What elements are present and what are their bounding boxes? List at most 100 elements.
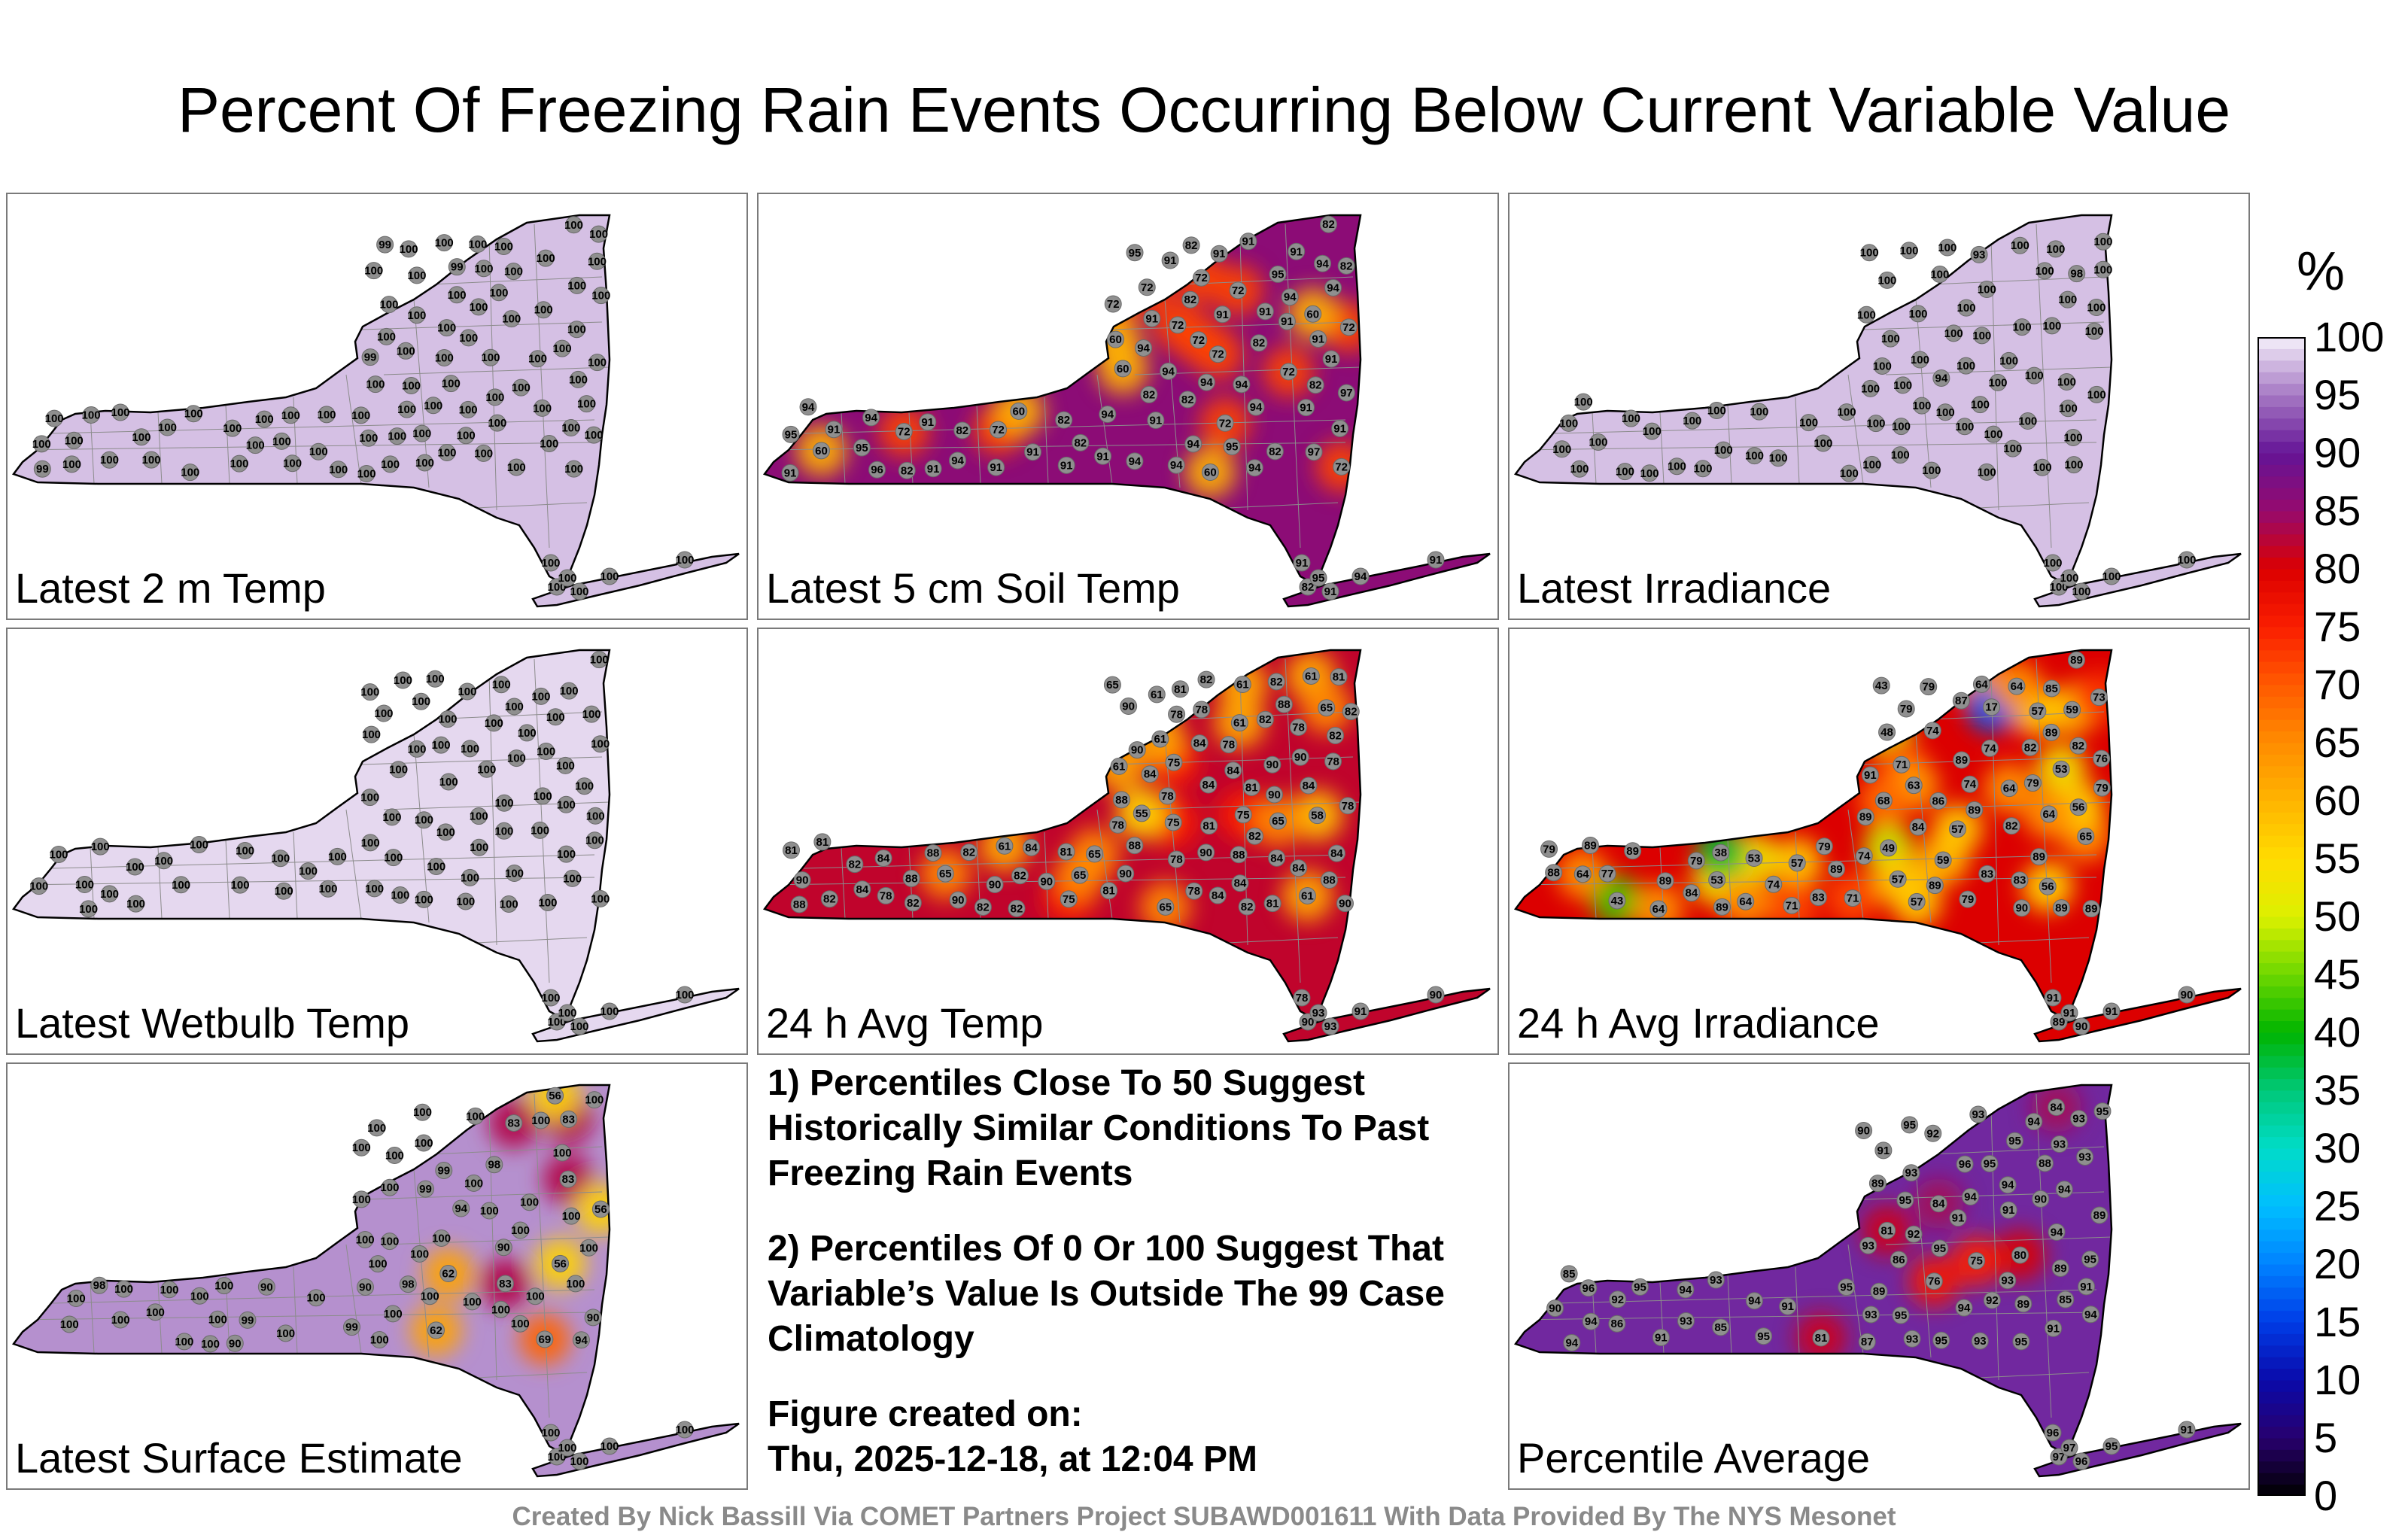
station-marker (600, 567, 619, 585)
station-value-label: 64 (2003, 783, 2016, 795)
station-marker (1147, 412, 1165, 430)
station-value-label: 100 (1881, 333, 1900, 345)
station-marker (1812, 1329, 1830, 1347)
station-value-label: 100 (468, 238, 487, 251)
station-marker (397, 342, 415, 360)
station-marker (1008, 899, 1026, 917)
station-marker (919, 413, 937, 431)
station-marker (299, 862, 318, 880)
station-marker (490, 284, 508, 302)
station-value-label: 57 (1911, 895, 1923, 908)
station-marker (370, 1331, 388, 1349)
station-value-label: 89 (1871, 1178, 1884, 1190)
station-marker (318, 406, 336, 424)
station-marker (568, 276, 586, 294)
station-value-label: 100 (477, 763, 496, 776)
station-marker (1342, 703, 1360, 721)
station-value-label: 43 (1611, 895, 1624, 907)
station-value-label: 100 (590, 654, 609, 667)
station-marker (1220, 736, 1238, 754)
station-marker (936, 865, 954, 883)
colorbar-segment (2258, 1333, 2306, 1346)
station-value-label: 60 (1306, 308, 1319, 321)
station-value-label: 90 (497, 1242, 510, 1254)
station-value-label: 100 (126, 861, 144, 874)
station-value-label: 100 (415, 893, 433, 906)
station-value-label: 100 (1860, 247, 1879, 260)
station-value-label: 93 (1973, 248, 1986, 261)
station-marker (467, 1107, 485, 1125)
station-marker (534, 301, 552, 319)
station-value-label: 72 (1219, 417, 1232, 430)
station-marker (2048, 1223, 2066, 1241)
station-marker (45, 409, 63, 427)
station-value-label: 100 (2013, 321, 2032, 334)
station-marker (1874, 1141, 1893, 1160)
station-value-label: 100 (382, 811, 401, 824)
station-marker (600, 1437, 619, 1455)
station-value-label: 81 (1815, 1332, 1828, 1345)
station-marker (435, 348, 453, 366)
county-line (1111, 321, 1354, 330)
station-marker (1920, 678, 1938, 696)
station-marker (1652, 1329, 1670, 1347)
station-value-label: 95 (1895, 1309, 1908, 1322)
station-value-label: 96 (1583, 1282, 1595, 1295)
station-marker (877, 886, 895, 904)
station-value-label: 100 (557, 848, 576, 861)
station-marker (1100, 882, 1118, 900)
station-marker (457, 427, 475, 445)
colorbar-segment (2258, 870, 2306, 883)
station-value-label: 94 (1129, 455, 1142, 468)
station-marker (564, 216, 582, 234)
station-marker (360, 429, 378, 447)
station-value-label: 83 (1981, 868, 1993, 880)
station-marker (528, 350, 546, 368)
station-value-label: 100 (114, 1283, 133, 1296)
station-marker (415, 1134, 433, 1152)
station-value-label: 100 (100, 888, 119, 901)
county-line (1285, 658, 1301, 983)
colorbar-segment (2258, 1473, 2306, 1485)
station-marker (208, 1310, 227, 1328)
station-value-label: 100 (2042, 320, 2061, 333)
station-value-label: 100 (208, 1313, 227, 1326)
station-value-label: 77 (1601, 868, 1614, 880)
station-marker (1298, 886, 1316, 904)
station-value-label: 84 (2050, 1102, 2063, 1114)
station-value-label: 91 (1213, 248, 1226, 260)
station-value-label: 100 (494, 241, 513, 254)
station-marker (521, 1193, 539, 1211)
station-value-label: 82 (1345, 706, 1358, 719)
station-marker (505, 1114, 523, 1132)
county-line (345, 374, 362, 485)
station-value-label: 100 (1912, 400, 1931, 412)
station-value-label: 100 (2102, 570, 2121, 583)
station-value-label: 61 (1151, 688, 1163, 701)
station-marker (1309, 330, 1327, 348)
station-marker (1245, 459, 1263, 477)
panel-label: Latest Irradiance (1517, 564, 1832, 612)
station-marker (1582, 1312, 1600, 1330)
station-marker (1181, 290, 1199, 309)
station-value-label: 81 (1333, 671, 1345, 684)
station-marker (184, 405, 202, 423)
station-marker (1169, 316, 1187, 334)
station-value-label: 100 (328, 850, 347, 863)
station-value-label: 100 (675, 1424, 694, 1436)
station-value-label: 78 (1222, 739, 1235, 752)
station-value-label: 91 (2002, 1204, 2015, 1217)
station-marker (953, 421, 971, 439)
colorbar-tick-label: 60 (2314, 777, 2361, 824)
station-marker (1978, 463, 1996, 481)
station-marker (1902, 1164, 1920, 1182)
station-marker (352, 1138, 370, 1157)
colorbar-segment (2258, 372, 2306, 385)
station-marker (1234, 806, 1252, 824)
station-value-label: 89 (2033, 851, 2045, 864)
station-marker (1840, 464, 1858, 482)
station-value-label: 61 (1236, 679, 1249, 692)
station-value-label: 100 (67, 1292, 86, 1305)
station-marker (1143, 309, 1161, 327)
county-line (428, 711, 603, 720)
